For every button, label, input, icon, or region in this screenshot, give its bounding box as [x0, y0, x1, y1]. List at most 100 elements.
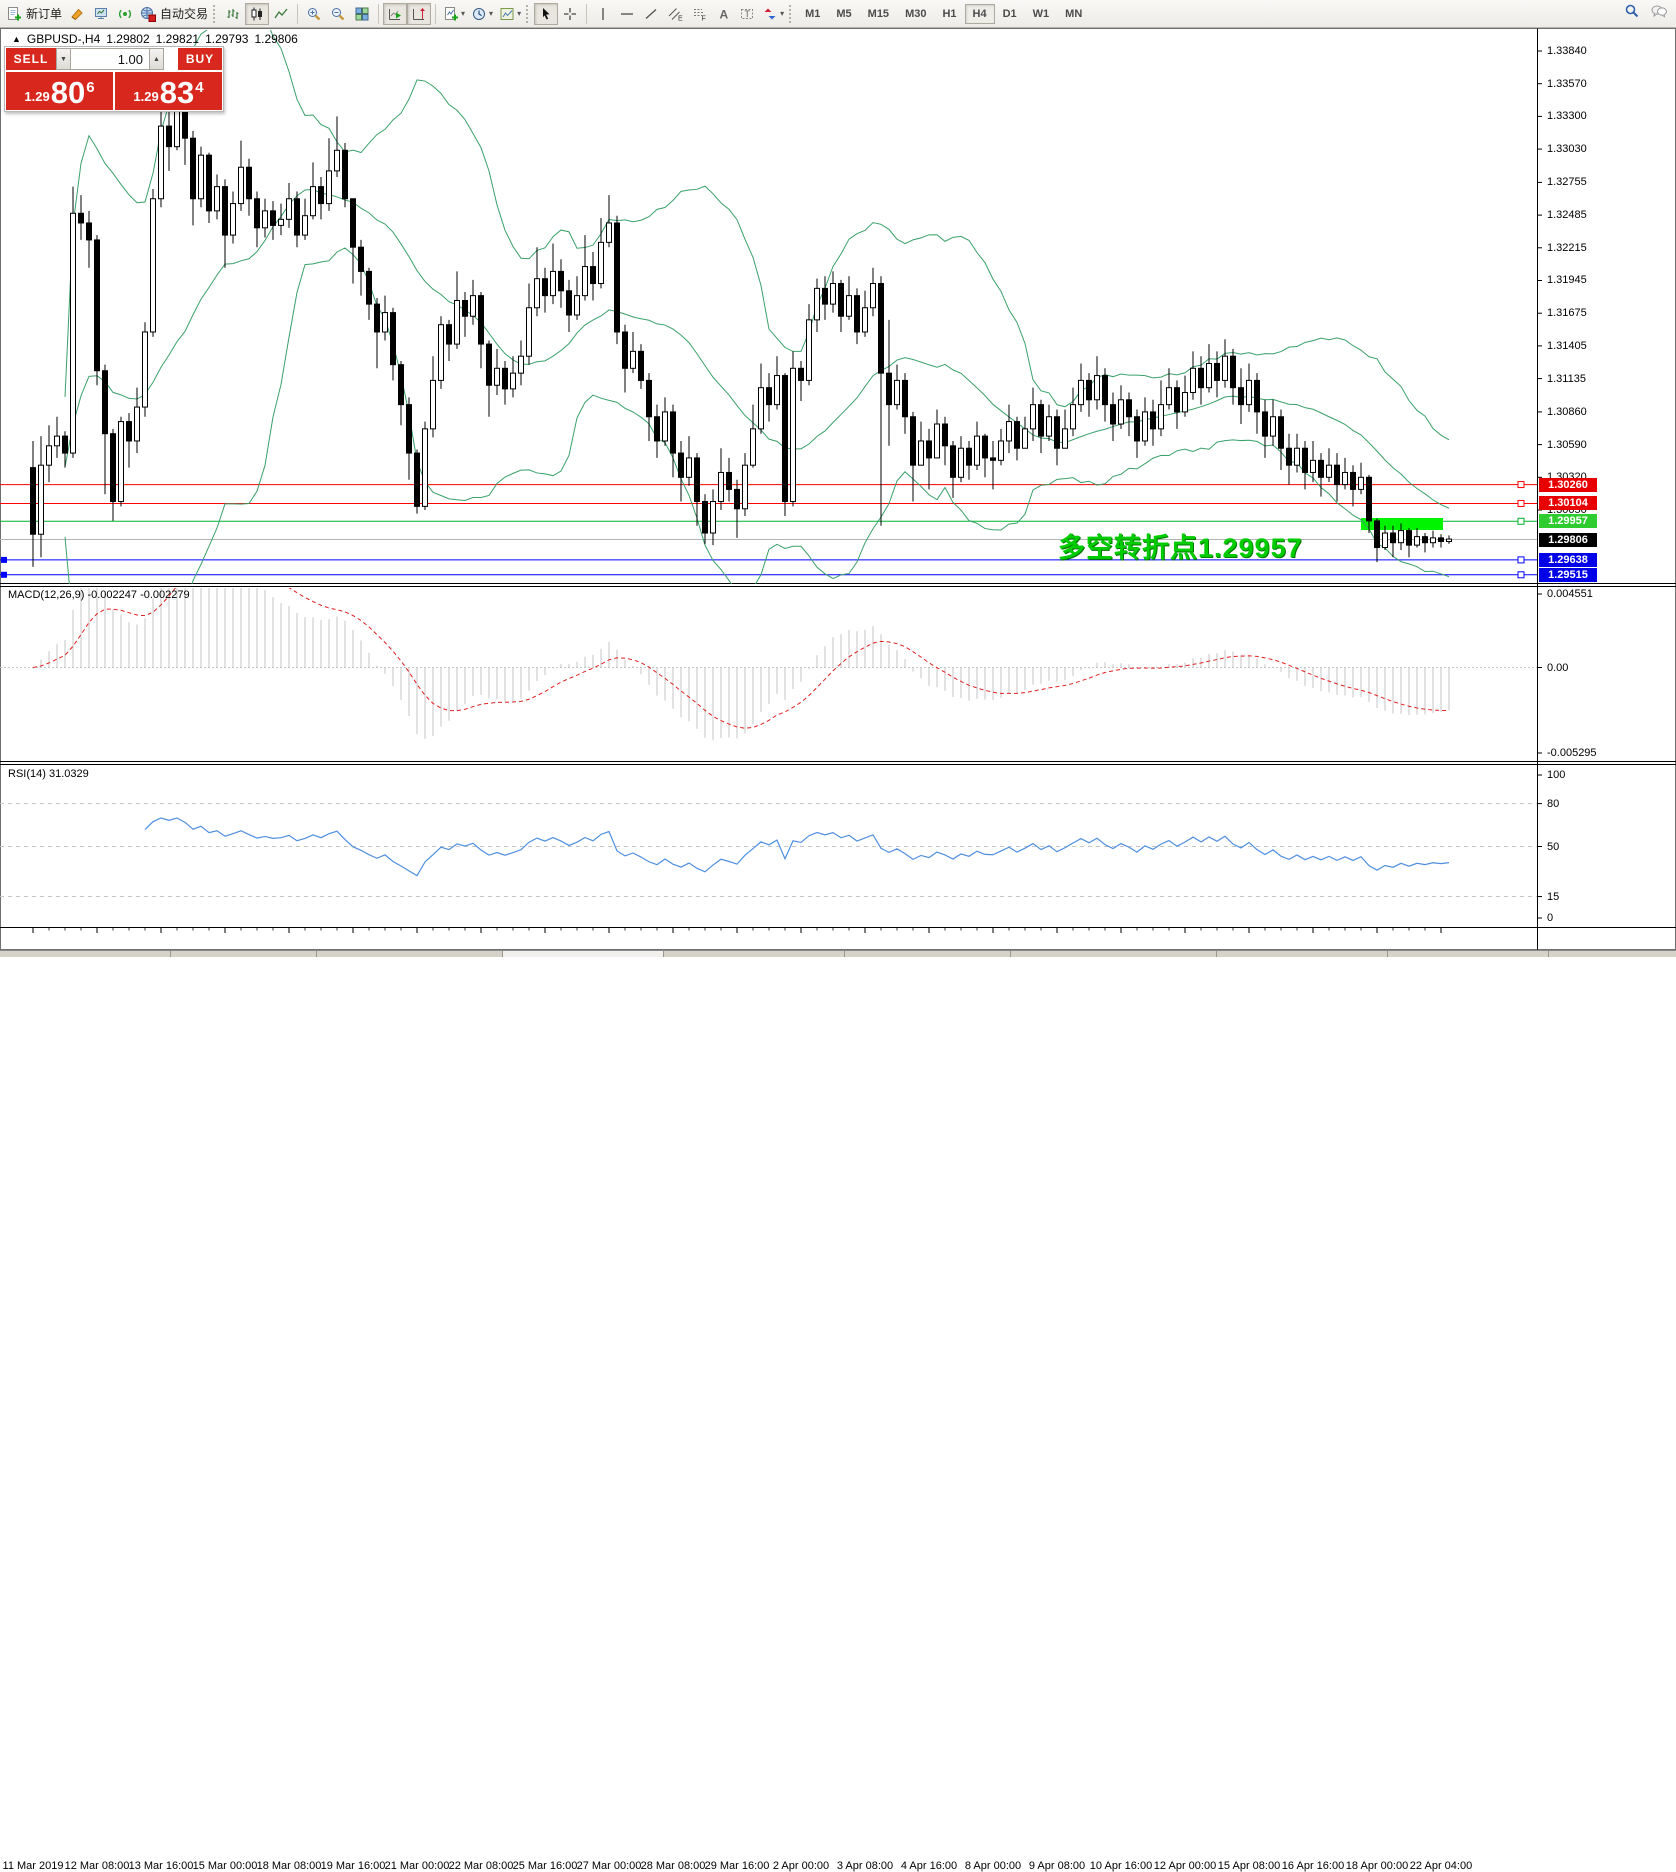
- buy-button[interactable]: BUY: [178, 48, 222, 70]
- one-click-collapse-arrow[interactable]: ▲: [12, 34, 21, 44]
- timeframe-button-d1[interactable]: D1: [995, 4, 1025, 24]
- bar-chart-icon: [227, 8, 239, 19]
- timeframe-button-w1[interactable]: W1: [1025, 4, 1058, 24]
- sell-price-pip: 6: [86, 79, 95, 96]
- price-axis-tick-label: 1.31135: [1547, 372, 1586, 385]
- zoom-in-button[interactable]: [302, 3, 326, 25]
- toolbar-grip[interactable]: [789, 4, 795, 23]
- timeframe-button-m30[interactable]: M30: [897, 4, 934, 24]
- templates-button[interactable]: ▾: [496, 3, 524, 25]
- text-button[interactable]: A: [711, 3, 735, 25]
- autotrading-button[interactable]: 自动交易: [137, 3, 211, 25]
- timeframe-button-m15[interactable]: M15: [860, 4, 897, 24]
- chisel-icon: [71, 8, 83, 20]
- chart-tabs-bar[interactable]: [0, 950, 1676, 957]
- styler-button[interactable]: [65, 3, 89, 25]
- trendline-icon: [645, 8, 657, 19]
- price-level-lines[interactable]: [0, 481, 1537, 579]
- chart-tab[interactable]: [845, 951, 1010, 957]
- terminal-button[interactable]: [89, 3, 113, 25]
- green-highlight-rectangle[interactable]: [1361, 518, 1443, 530]
- price-axis-tick-label: 1.32215: [1547, 241, 1587, 254]
- zoom-out-button[interactable]: [326, 3, 350, 25]
- svg-text:E: E: [678, 15, 683, 22]
- candlestick-chart-button[interactable]: [245, 2, 270, 25]
- line-chart-button[interactable]: [269, 3, 293, 25]
- text-label-icon: T: [741, 8, 754, 19]
- chart-canvas[interactable]: [0, 0, 1676, 956]
- auto-scroll-button[interactable]: [383, 2, 408, 25]
- rsi-line: [144, 817, 1450, 877]
- price-axis[interactable]: 1.33840 1.33570 1.33300 1.33030 1.32755 1.324…: [1538, 28, 1676, 950]
- tile-windows-button[interactable]: [350, 3, 374, 25]
- buy-price-pip: 4: [195, 79, 204, 96]
- timeframe-button-h1[interactable]: H1: [934, 4, 964, 24]
- toolbar-grip[interactable]: [213, 4, 219, 23]
- new-order-button[interactable]: 新订单: [3, 3, 65, 25]
- toolbar: 新订单 自动交易: [0, 0, 1676, 28]
- chart-tab[interactable]: [1011, 951, 1216, 957]
- sell-price-box[interactable]: 1.29 80 6: [6, 72, 113, 110]
- chart-tab[interactable]: [1217, 951, 1387, 957]
- cursor-button[interactable]: [534, 2, 559, 25]
- chart-tab[interactable]: [1388, 951, 1548, 957]
- vertical-line-icon: [602, 7, 604, 20]
- trendline-button[interactable]: [639, 3, 663, 25]
- timeframe-button-m5[interactable]: M5: [828, 4, 859, 24]
- svg-text:A: A: [720, 7, 729, 21]
- macd-axis-label: -0.005295: [1547, 747, 1597, 759]
- signal-icon: [119, 9, 132, 18]
- chart-tab[interactable]: [664, 951, 844, 957]
- time-axis-label: 27 Mar 00:00: [576, 1860, 642, 1872]
- periods-button[interactable]: ▾: [468, 3, 496, 25]
- zoom-in-icon: [308, 7, 321, 20]
- chart-shift-button[interactable]: [407, 2, 432, 25]
- indicators-button[interactable]: ▾: [440, 3, 468, 25]
- tile-windows-icon: [355, 7, 369, 20]
- bollinger-bands: [64, 30, 1450, 584]
- toolbar-grip[interactable]: [526, 4, 532, 23]
- vertical-line-button[interactable]: [591, 3, 615, 25]
- bar-chart-button[interactable]: [221, 3, 245, 25]
- volume-decrease-button[interactable]: ▼: [56, 48, 71, 70]
- chart-shift-icon: [413, 7, 426, 20]
- equidistant-channel-button[interactable]: E: [663, 3, 687, 25]
- price-axis-tick-label: 1.31405: [1547, 339, 1587, 352]
- timeframe-group: M1 M5 M15 M30 H1 H4 D1 W1 MN: [797, 1, 1090, 27]
- horizontal-line-button[interactable]: [615, 3, 639, 25]
- turning-point-annotation[interactable]: 多空转折点1.29957: [1058, 533, 1303, 563]
- price-axis-tick-label: 1.31675: [1547, 307, 1587, 320]
- chart-tab[interactable]: [503, 951, 663, 957]
- time-axis-label: 22 Mar 08:00: [448, 1860, 514, 1872]
- chart-tab[interactable]: [0, 951, 170, 957]
- volume-increase-button[interactable]: ▲: [149, 48, 164, 70]
- timeframe-button-h4[interactable]: H4: [964, 3, 995, 24]
- volume-input[interactable]: [71, 48, 149, 70]
- time-axis[interactable]: 11 Mar 2019 12 Mar 08:00 13 Mar 16:00 15 Ma…: [0, 928, 1676, 1872]
- chart-tab-divider: [1548, 951, 1549, 957]
- chart-tab[interactable]: [171, 951, 316, 957]
- line-chart-icon: [274, 8, 288, 18]
- time-axis-label: 12 Apr 00:00: [1153, 1860, 1217, 1872]
- time-axis-label: 29 Mar 16:00: [704, 1860, 770, 1872]
- crosshair-button[interactable]: [558, 3, 582, 25]
- arrows-button[interactable]: ▾: [759, 3, 787, 25]
- sell-button[interactable]: SELL: [6, 48, 56, 70]
- macd-signal-line: [32, 588, 1450, 729]
- buy-price-box[interactable]: 1.29 83 4: [115, 72, 222, 110]
- templates-caret-icon: ▾: [517, 9, 522, 18]
- signals-button[interactable]: [113, 3, 137, 25]
- toolbar-group-drawing: E F A T ▾: [591, 1, 787, 27]
- search-icon[interactable]: [1624, 3, 1640, 19]
- chart-tab[interactable]: [317, 951, 502, 957]
- candles-layer[interactable]: [30, 49, 1452, 567]
- rsi-axis-label: 100: [1547, 769, 1566, 781]
- fibonacci-button[interactable]: F: [687, 3, 711, 25]
- text-label-button[interactable]: T: [735, 3, 759, 25]
- chat-icon[interactable]: [1650, 3, 1668, 19]
- text-a-icon: A: [720, 7, 729, 21]
- timeframe-button-m1[interactable]: M1: [797, 4, 828, 24]
- timeframe-button-mn[interactable]: MN: [1057, 4, 1090, 24]
- time-axis-label: 11 Mar 2019: [2, 1860, 64, 1872]
